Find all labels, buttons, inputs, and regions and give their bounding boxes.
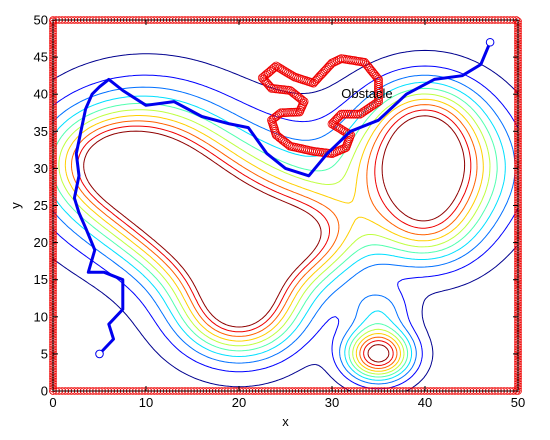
x-tick-label: 10 [139,395,153,410]
y-tick-label: 10 [34,309,48,324]
path-start-marker [485,37,495,47]
obstacle-marker [261,77,271,87]
y-tick-label: 30 [34,161,48,176]
contour-level-9 [77,109,472,366]
contour-level-10 [83,115,466,363]
contour-level-7 [64,98,484,372]
obstacle-marker [326,60,336,69]
obstacle-marker [374,91,383,100]
y-tick-label: 0 [41,384,48,399]
robot-path [72,40,492,356]
y-axis-label: y [8,202,23,209]
obstacle-region [257,54,383,159]
obstacle-marker [270,62,280,72]
path-goal-marker [95,349,104,359]
axis-ticks: 0 10 20 30 40 50 0 5 10 15 20 25 30 35 40 45 50 [34,13,526,411]
x-tick-label: 40 [418,395,432,410]
obstacle-marker [367,101,377,111]
obstacle-marker [260,76,270,86]
obstacle-marker [259,75,269,84]
x-tick-label: 20 [232,395,246,410]
x-tick-label: 50 [511,395,525,410]
contour-level-5 [52,87,498,378]
x-tick-label: 30 [325,395,339,410]
obstacle-marker [288,88,298,98]
x-axis-label: x [282,414,289,429]
obstacle-marker [330,116,340,126]
y-tick-label: 20 [34,235,48,250]
contour-level-8 [71,104,478,369]
y-tick-label: 45 [34,50,48,65]
y-tick-label: 35 [34,124,48,139]
y-tick-label: 50 [34,13,48,28]
obstacle-annotation: Obstacle [341,86,392,101]
x-tick-label: 0 [49,395,56,410]
robot-path-layer [72,37,495,359]
y-tick-label: 40 [34,87,48,102]
contour-lines [52,49,519,392]
y-tick-label: 15 [34,272,48,287]
y-tick-label: 5 [41,346,48,361]
contour-level-6 [58,93,491,375]
y-tick-label: 25 [34,198,48,213]
